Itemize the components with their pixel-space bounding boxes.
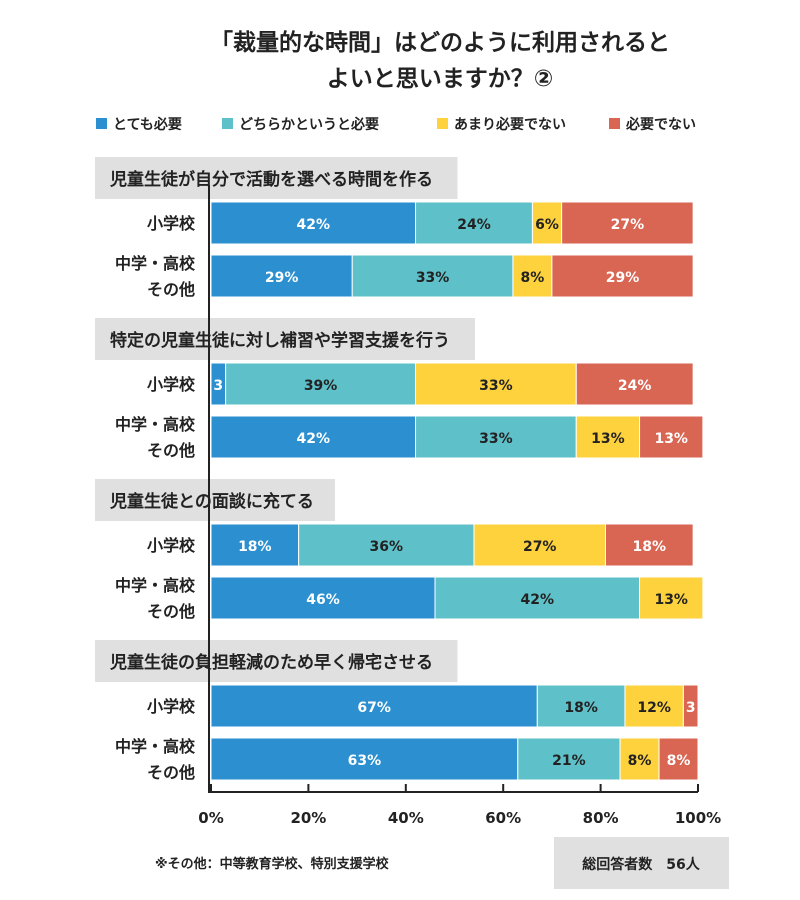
data-label-1-1-3: 6% bbox=[535, 217, 559, 233]
bar-segment-3-2-1 bbox=[210, 576, 436, 620]
row-label-3-1: 小学校 bbox=[147, 536, 196, 555]
data-label-4-2-4: 8% bbox=[667, 753, 691, 769]
legend-swatch-1 bbox=[96, 118, 107, 129]
legend-swatch-3 bbox=[437, 118, 448, 129]
section-header-3: 児童生徒との面談に充てる bbox=[109, 491, 314, 512]
data-label-1-2-2: 33% bbox=[416, 270, 450, 286]
data-label-1-2-4: 29% bbox=[606, 270, 640, 286]
bar-segment-2-2-4 bbox=[639, 415, 704, 459]
footnote: ※その他：中等教育学校、特別支援学校 bbox=[155, 856, 390, 872]
row-label-1-1: 小学校 bbox=[147, 214, 196, 233]
legend-label-3: あまり必要でない bbox=[454, 116, 566, 133]
data-label-4-2-2: 21% bbox=[552, 753, 586, 769]
data-label-3-1-4: 18% bbox=[633, 539, 667, 555]
data-label-4-1-1: 67% bbox=[357, 700, 391, 716]
x-tick-label-2: 20% bbox=[290, 809, 326, 827]
data-label-2-1-2: 39% bbox=[304, 378, 338, 394]
bar-segment-2-2-2 bbox=[415, 415, 577, 459]
data-label-1-2-1: 29% bbox=[265, 270, 299, 286]
bar-segment-1-2-1 bbox=[210, 254, 353, 298]
row-label-4-1: 小学校 bbox=[147, 697, 196, 716]
section-header-2: 特定の児童生徒に対し補習や学習支援を行う bbox=[110, 330, 450, 351]
bar-segment-3-1-1 bbox=[210, 523, 300, 567]
data-label-2-2-1: 42% bbox=[297, 431, 331, 447]
bar-segment-1-2-4 bbox=[551, 254, 694, 298]
row-label-1-2-line-2: その他 bbox=[147, 280, 195, 299]
bar-segment-1-1-2 bbox=[415, 201, 533, 245]
row-label-2-2-line-1: 中学・高校 bbox=[115, 415, 196, 434]
data-label-4-1-3: 12% bbox=[637, 700, 671, 716]
bar-segment-4-1-1 bbox=[210, 684, 538, 728]
section-header-bg-1 bbox=[95, 157, 458, 199]
section-header-bg-4 bbox=[95, 640, 458, 682]
bar-segment-1-1-3 bbox=[531, 201, 563, 245]
row-label-3-2-line-2: その他 bbox=[147, 602, 195, 621]
bar-segment-4-1-2 bbox=[536, 684, 626, 728]
data-label-1-1-2: 24% bbox=[457, 217, 491, 233]
section-header-bg-2 bbox=[95, 318, 475, 360]
total-respondents: 総回答者数 56人 bbox=[582, 856, 700, 873]
row-label-4-2-line-1: 中学・高校 bbox=[115, 737, 196, 756]
data-label-4-2-3: 8% bbox=[628, 753, 652, 769]
x-tick-label-4: 60% bbox=[485, 809, 521, 827]
legend-swatch-4 bbox=[609, 118, 620, 129]
data-label-1-1-1: 42% bbox=[297, 217, 331, 233]
x-tick-label-5: 80% bbox=[583, 809, 619, 827]
data-label-4-1-4: 3 bbox=[686, 700, 696, 716]
bar-segment-4-2-1 bbox=[210, 737, 519, 781]
data-label-3-2-2: 42% bbox=[521, 592, 555, 608]
row-label-4-2-line-2: その他 bbox=[147, 763, 195, 782]
chart-title-line-2: よいと思いますか？② bbox=[327, 66, 553, 92]
bar-segment-3-1-3 bbox=[473, 523, 606, 567]
data-label-4-2-1: 63% bbox=[348, 753, 382, 769]
data-label-3-1-2: 36% bbox=[370, 539, 404, 555]
chart-title-line-1: 「裁量的な時間」はどのように利用されると bbox=[210, 29, 670, 56]
data-label-3-1-1: 18% bbox=[238, 539, 272, 555]
data-label-1-2-3: 8% bbox=[521, 270, 545, 286]
section-header-bg-3 bbox=[95, 479, 335, 521]
row-label-2-1: 小学校 bbox=[147, 375, 196, 394]
bar-segment-3-1-2 bbox=[298, 523, 475, 567]
data-label-1-1-4: 27% bbox=[611, 217, 645, 233]
data-label-2-1-4: 24% bbox=[618, 378, 652, 394]
x-tick-label-3: 40% bbox=[388, 809, 424, 827]
section-header-1: 児童生徒が自分で活動を選べる時間を作る bbox=[109, 169, 433, 190]
bar-segment-4-1-4 bbox=[682, 684, 699, 728]
row-label-1-2-line-1: 中学・高校 bbox=[115, 254, 196, 273]
data-label-3-2-3: 13% bbox=[654, 592, 688, 608]
data-label-4-1-2: 18% bbox=[564, 700, 598, 716]
data-label-2-2-4: 13% bbox=[654, 431, 688, 447]
bar-segment-3-2-3 bbox=[639, 576, 704, 620]
data-label-2-1-1: 3 bbox=[213, 378, 223, 394]
bar-segment-3-2-2 bbox=[434, 576, 641, 620]
data-label-2-2-2: 33% bbox=[479, 431, 513, 447]
total-box bbox=[554, 837, 729, 889]
bar-segment-2-1-2 bbox=[225, 362, 417, 406]
bar-segment-1-1-1 bbox=[210, 201, 417, 245]
row-label-2-2-line-2: その他 bbox=[147, 441, 195, 460]
legend-label-1: とても必要 bbox=[113, 116, 182, 133]
data-label-3-2-1: 46% bbox=[306, 592, 340, 608]
data-label-2-2-3: 13% bbox=[591, 431, 625, 447]
bar-segment-3-1-4 bbox=[604, 523, 694, 567]
legend-swatch-2 bbox=[222, 118, 233, 129]
bar-segment-4-2-4 bbox=[658, 737, 699, 781]
legend-label-2: どちらかというと必要 bbox=[239, 116, 379, 133]
bar-segment-1-1-4 bbox=[561, 201, 694, 245]
legend-label-4: 必要でない bbox=[625, 116, 696, 133]
row-label-3-2-line-1: 中学・高校 bbox=[115, 576, 196, 595]
bar-segment-2-1-3 bbox=[415, 362, 577, 406]
data-label-3-1-3: 27% bbox=[523, 539, 557, 555]
bar-segment-1-2-2 bbox=[351, 254, 514, 298]
x-tick-label-1: 0% bbox=[198, 809, 223, 827]
section-header-4: 児童生徒の負担軽減のため早く帰宅させる bbox=[109, 652, 433, 673]
bar-segment-4-2-2 bbox=[517, 737, 621, 781]
x-tick-label-6: 100% bbox=[675, 809, 721, 827]
data-label-2-1-3: 33% bbox=[479, 378, 513, 394]
bar-segment-2-1-4 bbox=[575, 362, 694, 406]
